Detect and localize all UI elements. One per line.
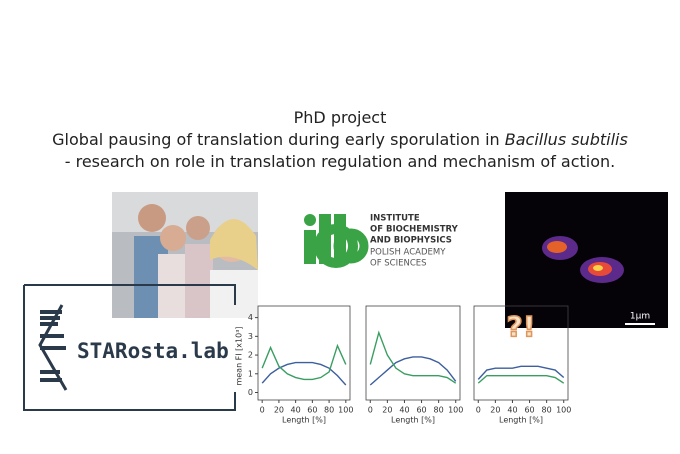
y-tick-label: 1	[248, 369, 253, 378]
ibb-logo	[304, 214, 369, 268]
scale-label: 1μm	[630, 312, 650, 322]
institute-line: OF SCIENCES	[370, 259, 427, 269]
x-axis-label: Length [%]	[282, 416, 326, 425]
x-tick-label: 20	[382, 406, 392, 415]
x-tick-label: 0	[260, 406, 265, 415]
microscopy-image	[505, 192, 668, 328]
x-tick-label: 60	[307, 406, 317, 415]
x-tick-label: 100	[556, 406, 571, 415]
plot-frame	[257, 305, 351, 401]
x-axis-label: Length [%]	[391, 416, 435, 425]
y-tick-label: 2	[248, 351, 253, 360]
x-tick-label: 20	[274, 406, 284, 415]
team-photo	[112, 192, 258, 318]
institute-line: OF BIOCHEMISTRY	[370, 225, 459, 235]
data-line	[477, 374, 565, 384]
data-line	[369, 330, 457, 384]
x-tick-label: 60	[416, 406, 426, 415]
x-tick-label: 0	[368, 406, 373, 415]
heading-line: Global pausing of translation during ear…	[0, 130, 680, 149]
institute-line: POLISH ACADEMY	[370, 248, 446, 258]
x-tick-label: 100	[448, 406, 463, 415]
heading-line: PhD project	[293, 108, 387, 127]
x-tick-label: 80	[542, 406, 552, 415]
x-tick-label: 60	[524, 406, 534, 415]
plot-frame	[365, 305, 461, 401]
lab-name: STARosta.lab	[77, 339, 229, 363]
heading-line: - research on role in translation regula…	[64, 152, 616, 171]
y-tick-label: 4	[248, 313, 253, 322]
data-line	[477, 365, 565, 380]
x-tick-label: 20	[490, 406, 500, 415]
y-axis-label: mean FI [x10³]	[235, 326, 244, 385]
data-line	[369, 356, 457, 386]
x-axis-label: Length [%]	[499, 416, 543, 425]
x-tick-label: 40	[507, 406, 517, 415]
x-tick-label: 100	[338, 406, 353, 415]
plot-frame	[473, 305, 569, 401]
x-tick-label: 80	[324, 406, 334, 415]
y-tick-label: 0	[248, 388, 253, 397]
x-tick-label: 40	[399, 406, 409, 415]
x-tick-label: 40	[291, 406, 301, 415]
y-tick-label: 3	[248, 332, 253, 341]
species: Bacillus subtilis	[504, 130, 628, 149]
x-tick-label: 80	[434, 406, 444, 415]
institute-line: AND BIOPHYSICS	[370, 236, 452, 246]
institute-line: INSTITUTE	[370, 214, 420, 224]
data-line	[261, 361, 347, 386]
annotation: ?!	[506, 310, 535, 343]
data-line	[261, 343, 347, 381]
x-tick-label: 0	[476, 406, 481, 415]
lab-logo	[23, 284, 236, 411]
heading-text: Global pausing of translation during ear…	[52, 130, 505, 149]
